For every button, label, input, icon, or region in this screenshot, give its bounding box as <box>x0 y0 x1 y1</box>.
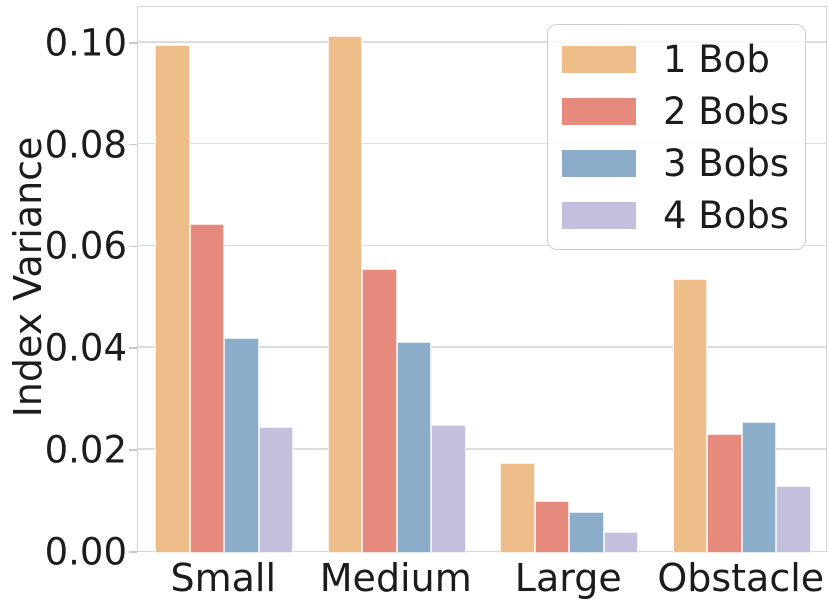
legend-label: 1 Bob <box>663 37 770 81</box>
bar-small-2-bobs <box>189 224 225 553</box>
x-tick-label-obstacle: Obstacle <box>657 556 825 600</box>
y-tick-mark <box>129 245 137 248</box>
legend-label: 2 Bobs <box>663 89 790 133</box>
bar-large-1-bob <box>500 463 535 553</box>
y-tick-mark <box>129 551 137 553</box>
legend-swatch-icon <box>562 97 636 125</box>
bar-obstacle-2-bobs <box>707 433 742 553</box>
y-axis-title: Index Variance <box>6 136 50 418</box>
gridline <box>138 448 826 450</box>
x-tick-label-small: Small <box>170 556 277 600</box>
bar-medium-3-bobs <box>396 341 432 553</box>
y-tick-label: 0.02 <box>44 428 127 472</box>
y-tick-mark <box>129 41 137 44</box>
x-tick-label-large: Large <box>514 556 622 600</box>
y-tick-mark <box>129 449 137 451</box>
bar-small-3-bobs <box>224 338 259 553</box>
bar-small-1-bob <box>155 44 190 553</box>
legend-swatch-icon <box>562 45 636 73</box>
legend-swatch-icon <box>562 201 636 229</box>
legend: 1 Bob 2 Bobs 3 Bobs 4 Bobs <box>547 24 806 250</box>
y-tick-mark <box>129 347 137 350</box>
legend-label: 3 Bobs <box>663 141 790 185</box>
bar-obstacle-4-bobs <box>776 486 811 553</box>
x-tick-label-medium: Medium <box>319 556 472 600</box>
legend-item-2-bobs: 2 Bobs <box>548 93 805 130</box>
bar-large-4-bobs <box>603 531 639 553</box>
bar-obstacle-3-bobs <box>741 422 777 553</box>
legend-label: 4 Bobs <box>663 193 790 237</box>
gridline <box>138 40 826 43</box>
y-tick-label: 0.08 <box>44 123 127 167</box>
y-tick-mark <box>129 143 137 146</box>
legend-swatch-icon <box>562 149 636 177</box>
bar-medium-1-bob <box>327 35 363 553</box>
y-tick-label: 0.00 <box>44 530 127 574</box>
bar-large-2-bobs <box>534 500 570 553</box>
gridline <box>138 142 826 145</box>
y-tick-label: 0.06 <box>44 224 127 268</box>
legend-item-1-bob: 1 Bob <box>548 41 805 78</box>
y-tick-label: 0.04 <box>44 326 127 370</box>
gridline <box>138 244 826 247</box>
bar-medium-4-bobs <box>431 424 466 553</box>
gridline <box>138 346 826 349</box>
y-tick-label: 0.10 <box>44 21 127 65</box>
legend-item-3-bobs: 3 Bobs <box>548 145 805 182</box>
bar-obstacle-1-bob <box>672 278 708 553</box>
legend-item-4-bobs: 4 Bobs <box>548 197 805 234</box>
bar-large-3-bobs <box>569 511 604 553</box>
bar-medium-2-bobs <box>362 269 397 553</box>
bar-small-4-bobs <box>258 427 294 553</box>
